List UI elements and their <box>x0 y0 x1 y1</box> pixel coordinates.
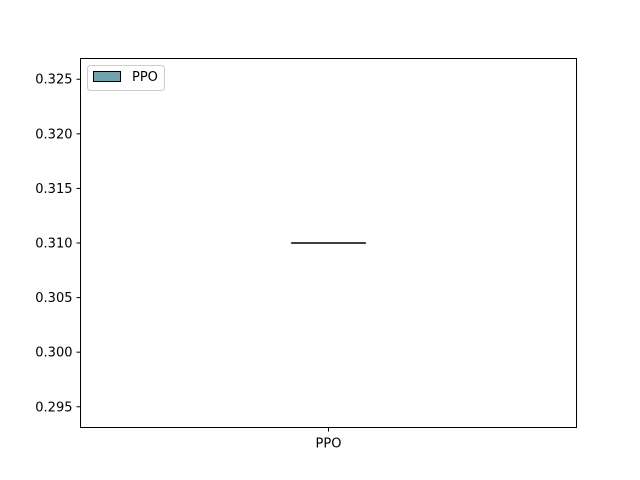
legend-label-ppo: PPO <box>132 70 158 85</box>
y-tick-label: 0.295 <box>35 400 72 415</box>
y-axis-ticks: 0.295 0.300 0.305 0.310 0.315 0.320 0.325 <box>35 73 81 415</box>
plot-frame <box>80 58 577 428</box>
x-axis-ticks: PPO <box>316 427 342 452</box>
y-tick-label: 0.320 <box>35 127 72 142</box>
legend: PPO <box>87 65 165 91</box>
y-tick-label: 0.305 <box>35 291 72 306</box>
y-tick-label: 0.300 <box>35 346 72 361</box>
legend-swatch-ppo <box>93 71 121 82</box>
x-tick-label: PPO <box>316 437 342 452</box>
y-tick-label: 0.325 <box>35 73 72 88</box>
y-tick-label: 0.310 <box>35 237 72 252</box>
y-tick-label: 0.315 <box>35 182 72 197</box>
